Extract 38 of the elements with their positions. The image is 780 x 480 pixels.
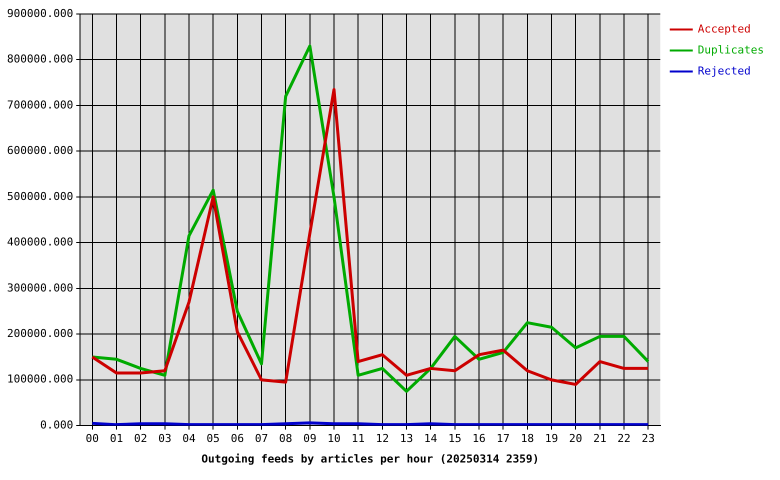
x-tick-label: 19	[544, 432, 558, 446]
y-tick-label: 500000.000	[6, 190, 74, 203]
x-tick-label: 16	[472, 432, 486, 446]
y-tick-label: 200000.000	[6, 326, 74, 340]
x-tick-label: 07	[254, 432, 268, 446]
x-tick-label: 17	[496, 432, 510, 446]
x-tick-label: 03	[158, 432, 172, 446]
y-tick-label: 900000.000	[6, 6, 74, 20]
x-tick-label: 01	[110, 432, 124, 446]
y-tick-label: 700000.000	[6, 98, 74, 112]
y-tick-label: 100000.000	[6, 372, 74, 386]
x-tick-label: 14	[424, 432, 438, 446]
x-tick-label: 23	[642, 432, 655, 446]
x-tick-label: 00	[86, 432, 99, 446]
x-tick-label: 10	[327, 432, 341, 446]
x-tick-label: 22	[617, 432, 631, 446]
x-tick-label: 18	[520, 432, 534, 446]
x-tick-label: 06	[230, 432, 244, 446]
x-tick-label: 04	[182, 432, 196, 446]
x-tick-label: 21	[593, 432, 606, 446]
x-tick-label: 20	[569, 432, 582, 446]
legend-label: Accepted	[698, 22, 751, 36]
y-tick-label: 600000.000	[6, 144, 74, 158]
x-tick-label: 11	[352, 432, 365, 446]
x-tick-label: 08	[279, 432, 292, 446]
x-tick-label: 12	[376, 432, 389, 446]
legend-label: Duplicates	[698, 43, 764, 56]
y-tick-label: 800000.000	[6, 52, 74, 66]
x-tick-label: 09	[303, 432, 316, 446]
x-tick-label: 02	[134, 432, 148, 446]
legend-label: Rejected	[698, 64, 751, 78]
x-tick-label: 13	[400, 432, 414, 446]
x-tick-label: 15	[448, 432, 462, 446]
x-axis-title: Outgoing feeds by articles per hour (20250314 2359)	[201, 452, 540, 466]
x-tick-label: 05	[206, 432, 220, 446]
y-tick-label: 400000.000	[6, 236, 74, 249]
y-tick-label: 0.000	[40, 418, 74, 432]
y-tick-label: 300000.000	[6, 281, 74, 294]
